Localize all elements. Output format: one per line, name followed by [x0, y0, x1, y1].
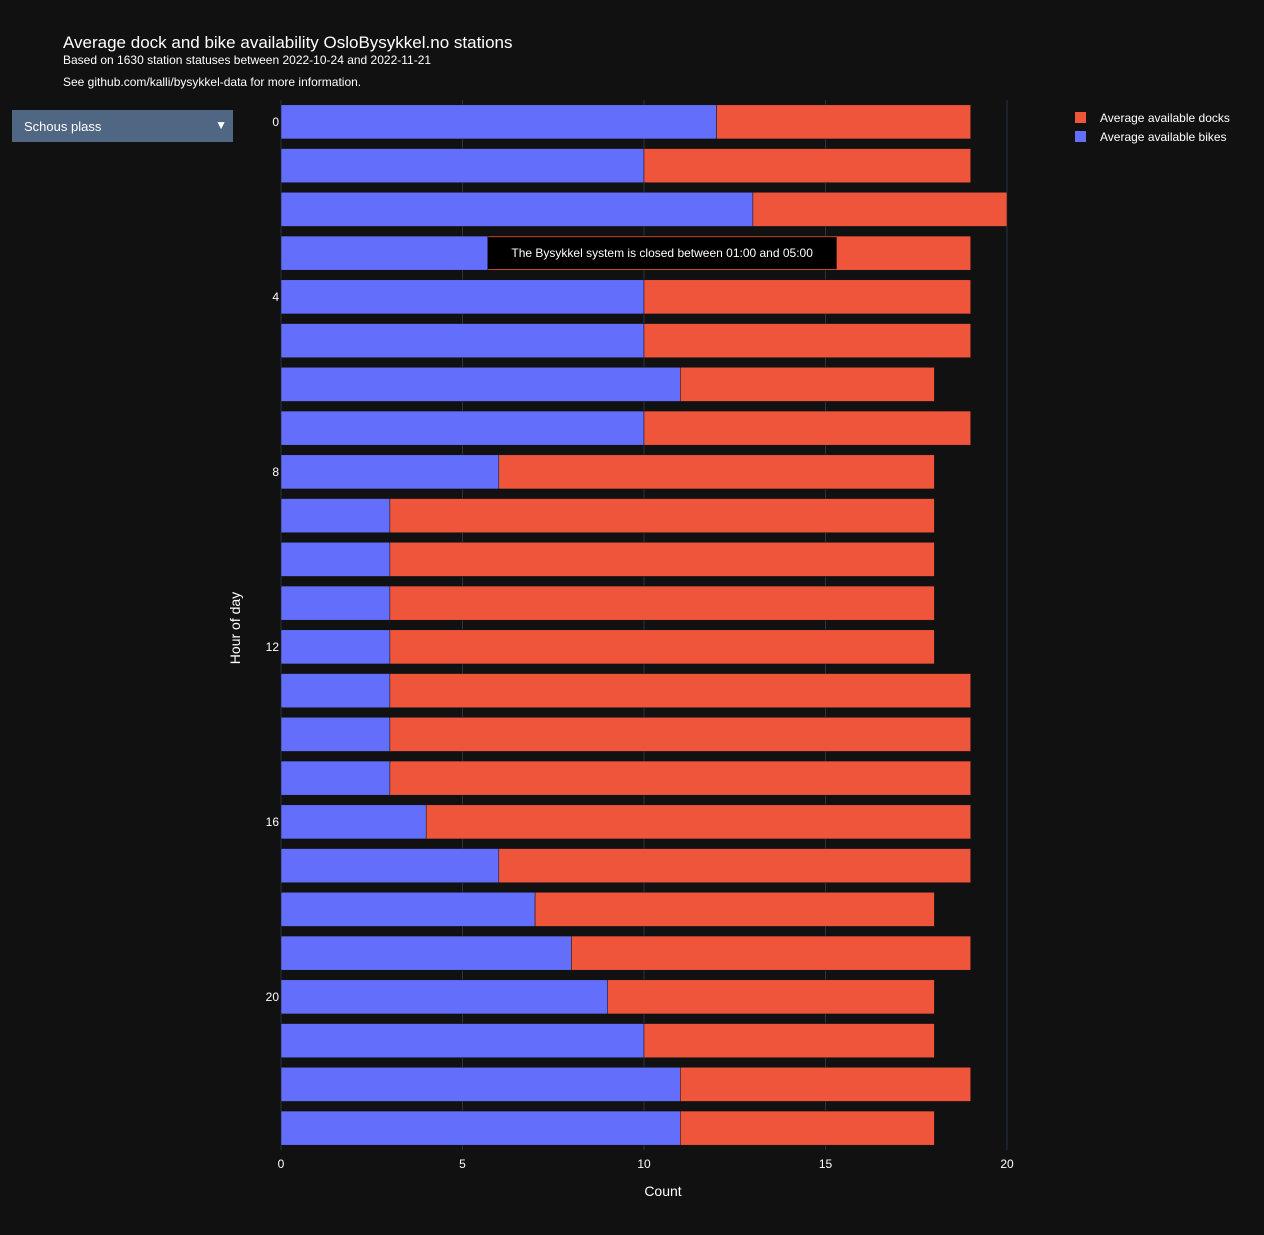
bar-docks-hour-2	[752, 192, 1008, 227]
annotation-box	[487, 237, 837, 270]
bar-bikes-hour-15	[280, 760, 391, 796]
station-select-value: Schous plass	[24, 118, 102, 134]
annotation-text: The Bysykkel system is closed between 01…	[511, 246, 813, 260]
x-tick-label-5: 5	[459, 1157, 466, 1171]
legend-label-docks: Average available docks	[1100, 110, 1230, 125]
bar-bikes-hour-14	[280, 717, 391, 752]
bar-bikes-hour-5	[280, 323, 645, 358]
chart-source-note: See github.com/kalli/bysykkel-data for m…	[63, 75, 362, 89]
bar-bikes-hour-10	[280, 542, 391, 577]
y-axis-title: Hour of day	[227, 592, 243, 664]
x-tick-label-15: 15	[819, 1157, 833, 1171]
bar-docks-hour-11	[389, 585, 935, 621]
bar-bikes-hour-17	[280, 848, 500, 883]
x-tick-label-10: 10	[637, 1157, 651, 1171]
bar-docks-hour-19	[571, 935, 971, 971]
bar-bikes-hour-4	[280, 279, 645, 315]
bar-bikes-hour-3	[280, 235, 489, 271]
y-tick-label-16: 16	[266, 815, 280, 829]
bar-docks-hour-18	[534, 892, 935, 927]
bar-bikes-hour-9	[280, 498, 391, 533]
bar-bikes-hour-1	[280, 148, 645, 183]
chart-title: Average dock and bike availability OsloB…	[63, 33, 513, 52]
bar-docks-hour-23	[680, 1110, 935, 1146]
bar-docks-hour-12	[389, 629, 935, 665]
bar-docks-hour-15	[389, 760, 971, 796]
bar-docks-hour-22	[680, 1067, 971, 1102]
bar-bikes-hour-2	[280, 192, 754, 227]
bar-docks-hour-0	[716, 104, 971, 140]
bar-bikes-hour-12	[280, 629, 391, 665]
bar-docks-hour-20	[607, 979, 935, 1015]
bar-bikes-hour-8	[280, 454, 500, 490]
bar-docks-hour-21	[643, 1023, 935, 1058]
x-tick-label-0: 0	[278, 1157, 285, 1171]
legend-swatch-bikes	[1075, 131, 1086, 142]
y-tick-label-12: 12	[266, 640, 280, 654]
bar-docks-hour-9	[389, 498, 935, 533]
chart-subtitle: Based on 1630 station statuses between 2…	[63, 53, 432, 67]
bar-bikes-hour-18	[280, 892, 536, 927]
x-tick-label-20: 20	[1000, 1157, 1014, 1171]
x-axis-title: Count	[644, 1183, 681, 1199]
bar-bikes-hour-16	[280, 804, 427, 840]
bar-bikes-hour-11	[280, 585, 391, 621]
bar-docks-hour-7	[643, 410, 971, 446]
bar-docks-hour-4	[643, 279, 971, 315]
bar-bikes-hour-19	[280, 935, 572, 971]
bar-docks-hour-5	[643, 323, 971, 358]
bar-bikes-hour-13	[280, 673, 391, 708]
bar-bikes-hour-23	[280, 1110, 681, 1146]
bar-bikes-hour-0	[280, 104, 717, 140]
bar-bikes-hour-6	[280, 367, 681, 402]
chart-legend: Average available docks Average availabl…	[1075, 108, 1230, 146]
triangle-down-icon: ▼	[215, 118, 227, 132]
bar-docks-hour-1	[643, 148, 971, 183]
y-tick-label-0: 0	[272, 115, 279, 129]
bar-docks-hour-6	[680, 367, 935, 402]
bar-bikes-hour-7	[280, 410, 645, 446]
bar-docks-hour-14	[389, 717, 971, 752]
y-tick-label-20: 20	[266, 990, 280, 1004]
bar-docks-hour-10	[389, 542, 935, 577]
bar-docks-hour-8	[498, 454, 935, 490]
legend-item-docks[interactable]: Average available docks	[1075, 108, 1230, 127]
bar-docks-hour-17	[498, 848, 971, 883]
legend-label-bikes: Average available bikes	[1100, 129, 1227, 144]
legend-item-bikes[interactable]: Average available bikes	[1075, 127, 1230, 146]
bar-docks-hour-13	[389, 673, 971, 708]
legend-swatch-docks	[1075, 112, 1086, 123]
bar-docks-hour-16	[425, 804, 971, 840]
bar-bikes-hour-22	[280, 1067, 681, 1102]
bar-bikes-hour-21	[280, 1023, 645, 1058]
bar-bikes-hour-20	[280, 979, 608, 1015]
y-tick-label-4: 4	[272, 290, 279, 304]
station-select-dropdown[interactable]: Schous plass ▼	[12, 110, 233, 142]
y-tick-label-8: 8	[272, 465, 279, 479]
